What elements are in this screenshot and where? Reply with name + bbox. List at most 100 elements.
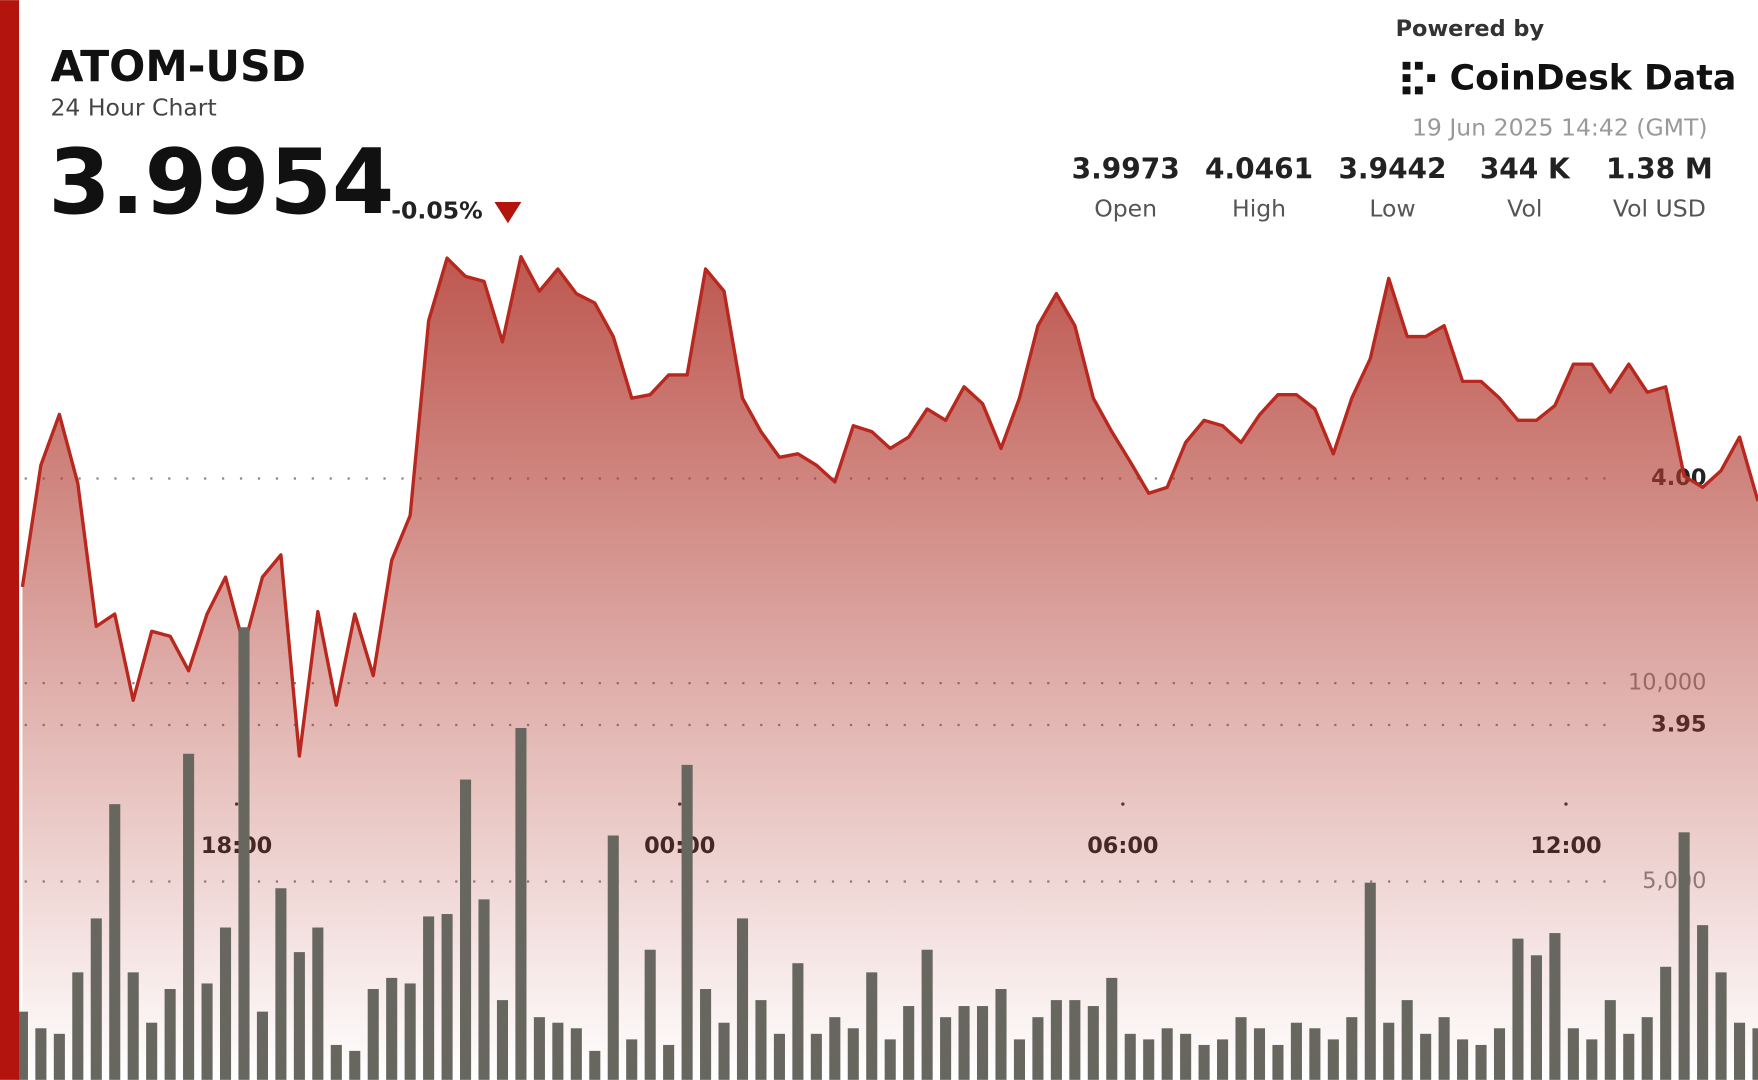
logo-icon <box>1402 61 1436 95</box>
volume-bar <box>1013 1039 1025 1080</box>
volume-bar <box>1180 1033 1192 1080</box>
price: 3.9954 <box>48 131 394 235</box>
volume-bar <box>53 1033 65 1080</box>
volume-bar <box>441 914 453 1080</box>
volume-bar <box>1143 1039 1155 1080</box>
volume-bar <box>1586 1039 1598 1080</box>
volume-bar <box>496 1000 509 1080</box>
stat-label: Vol <box>1507 194 1542 222</box>
volume-bar <box>1567 1028 1579 1080</box>
volume-bar <box>515 727 527 1080</box>
stat-value: 3.9442 <box>1338 153 1446 186</box>
volume-bar <box>1604 1000 1616 1080</box>
volume-bar <box>1401 1000 1413 1080</box>
volume-bar <box>1457 1039 1469 1080</box>
volume-bar <box>1641 1017 1653 1080</box>
volume-bar <box>386 977 398 1080</box>
volume-bar <box>312 927 324 1080</box>
volume-bar <box>1420 1033 1432 1080</box>
volume-bar <box>1050 1000 1062 1080</box>
volume-bar <box>238 627 250 1080</box>
volume-bar <box>164 989 176 1080</box>
volume-bar <box>478 899 490 1080</box>
volume-bar <box>866 972 878 1080</box>
volume-bar <box>1530 955 1542 1080</box>
volume-bar <box>570 1028 582 1080</box>
timestamp: 19 Jun 2025 14:42 (GMT) <box>1412 114 1708 142</box>
volume-bar <box>1733 1022 1746 1080</box>
volume-bar <box>1660 966 1672 1080</box>
volume-bar <box>1235 1017 1247 1080</box>
stat-label: Open <box>1094 194 1157 222</box>
volume-bar <box>847 1028 859 1080</box>
volume-bar <box>736 918 749 1080</box>
volume-bar <box>109 804 121 1080</box>
volume-bar <box>921 949 933 1080</box>
stat-label: Vol USD <box>1613 194 1706 222</box>
volume-bar <box>700 989 712 1080</box>
price-line <box>20 254 1758 758</box>
volume-bar <box>1493 1028 1506 1080</box>
volume-bar <box>1752 1028 1758 1080</box>
volume-bar <box>72 972 84 1080</box>
volume-bar <box>423 916 435 1080</box>
symbol: ATOM-USD <box>50 42 306 92</box>
volume-bar <box>829 1017 841 1080</box>
volume-bar <box>1475 1044 1487 1080</box>
volume-bar <box>1198 1044 1210 1080</box>
volume-bar <box>1069 1000 1081 1080</box>
volume-bar <box>718 1022 730 1080</box>
volume-bar <box>349 1050 361 1080</box>
volume-bar <box>1124 1033 1136 1080</box>
volume-bar <box>1217 1039 1229 1080</box>
volume-bar <box>1032 1017 1044 1080</box>
volume-bar <box>90 918 102 1080</box>
volume-bar <box>884 1039 896 1080</box>
volume-bar <box>1678 832 1690 1080</box>
volume-bar <box>1087 1006 1099 1080</box>
volume-bar <box>903 1006 915 1080</box>
stat-value: 344 K <box>1480 153 1571 186</box>
accent-bar <box>0 0 20 1080</box>
stat-label: High <box>1232 194 1286 222</box>
volume-bar <box>146 1022 158 1080</box>
volume-bar <box>256 1011 268 1080</box>
volume-bar <box>1327 1039 1339 1080</box>
volume-bar <box>460 779 472 1080</box>
volume-bar <box>663 1044 675 1080</box>
volume-bar <box>1715 972 1727 1080</box>
plot: 3.954.005,00010,00018:0000:0006:0012:00 <box>16 254 1758 1080</box>
volume-bar <box>1290 1022 1302 1080</box>
volume-bar <box>755 1000 767 1080</box>
volume-bar <box>1161 1028 1173 1080</box>
volume-bar <box>681 764 693 1080</box>
volume-bar <box>16 1011 28 1080</box>
volume-bar <box>940 1017 952 1080</box>
volume-bar <box>958 1006 970 1080</box>
volume-bar <box>330 1044 342 1080</box>
volume-bar <box>1549 933 1561 1080</box>
volume-bar <box>275 888 287 1080</box>
volume-bar <box>293 952 305 1080</box>
volume-bar <box>1309 1028 1321 1080</box>
volume-bar <box>201 983 213 1080</box>
change: -0.05% <box>391 197 482 225</box>
volume-bar <box>1623 1033 1635 1080</box>
volume-bar <box>1383 1022 1395 1080</box>
volume-bar <box>1106 977 1118 1080</box>
stats: 3.9973 Open 4.0461 High 3.9442 Low 344 K Vol 1.3… <box>1072 153 1713 223</box>
volume-bar <box>219 927 232 1080</box>
volume-bar <box>976 1006 989 1080</box>
volume-bar <box>589 1050 601 1080</box>
volume-bar <box>773 1033 785 1080</box>
volume-bar <box>1512 938 1524 1080</box>
subtitle: 24 Hour Chart <box>50 93 216 121</box>
volume-bar <box>792 963 804 1080</box>
brand: CoinDesk Data <box>1450 59 1737 99</box>
volume-bar <box>810 1033 822 1080</box>
stat-value: 1.38 M <box>1606 153 1713 186</box>
volume-bar <box>1697 925 1709 1080</box>
stat-value: 4.0461 <box>1205 153 1313 186</box>
